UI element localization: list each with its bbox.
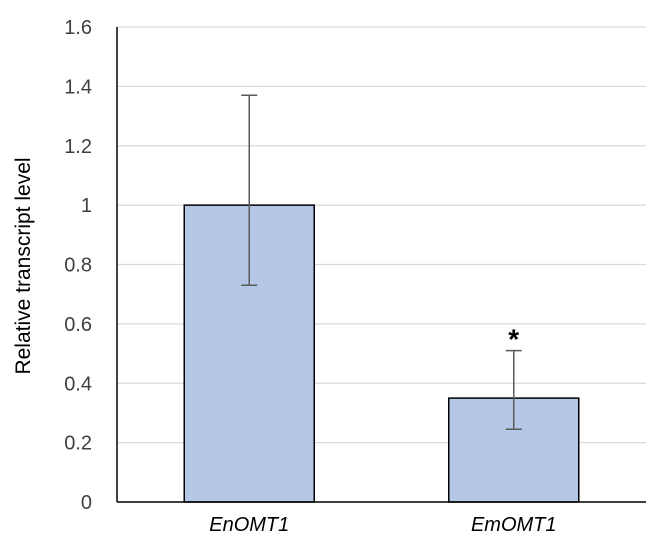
y-tick-label: 0 [81, 492, 92, 514]
x-axis-labels: EnOMT1 EmOMT1 [209, 514, 556, 536]
error-bar-enomt1 [241, 94, 258, 287]
error-bar-emomt1 [505, 349, 522, 431]
y-tick-label: 0.8 [64, 255, 92, 277]
y-tick-label: 0.4 [64, 373, 92, 395]
x-tick-label: EnOMT1 [209, 514, 289, 536]
y-tick-label: 0.6 [64, 314, 92, 336]
error-bars [241, 94, 522, 431]
bars [183, 204, 580, 503]
significance-annotation: * [508, 324, 519, 355]
y-tick-label: 1.6 [64, 17, 92, 39]
annotations: * [508, 324, 519, 355]
y-tick-label: 1.4 [64, 76, 92, 98]
y-axis-label: Relative transcript level [12, 157, 35, 374]
y-axis-ticks: 0 0.2 0.4 0.6 0.8 1 1.2 1.4 1.6 [64, 17, 92, 514]
y-tick-label: 0.2 [64, 433, 92, 455]
y-tick-label: 1.2 [64, 136, 92, 158]
y-tick-label: 1 [81, 195, 92, 217]
x-tick-label: EmOMT1 [471, 514, 557, 536]
